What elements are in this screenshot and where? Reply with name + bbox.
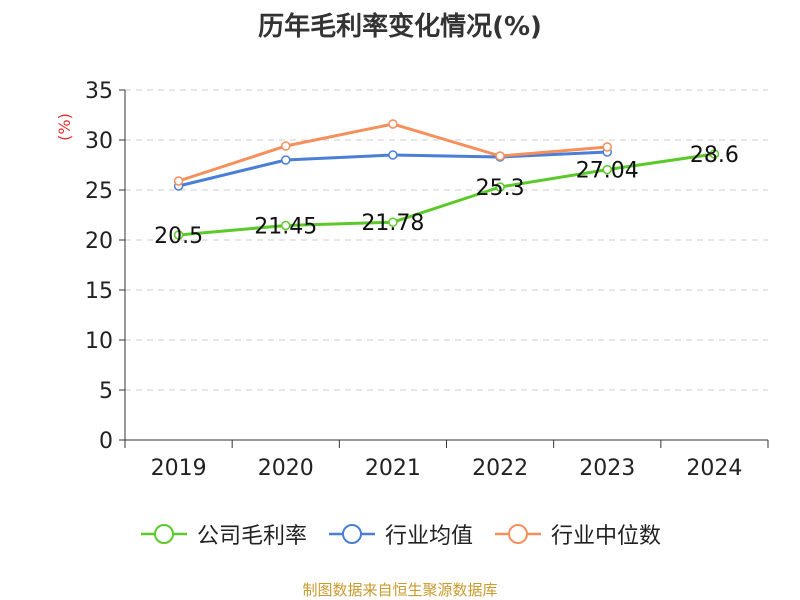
x-tick-label-2024: 2024 [686,456,742,481]
data-point-company-gross-margin-2021[interactable] [388,217,398,227]
data-label-2020: 21.45 [254,215,317,240]
legend-label: 行业中位数 [551,524,662,549]
data-point-company-gross-margin-2019[interactable] [173,230,184,240]
x-tick-label-2023: 2023 [579,456,635,481]
data-label-2022: 25.3 [476,176,525,201]
y-axis-label: (%) [55,113,74,141]
y-tick-label-30: 30 [85,129,113,154]
y-tick-label-5: 5 [99,379,113,404]
data-label-2019: 20.5 [154,224,203,249]
source-note: 制图数据来自恒生聚源数据库 [302,581,498,599]
data-point-industry-average-2021[interactable] [388,150,398,160]
data-point-company-gross-margin-2023[interactable] [602,164,612,175]
data-point-company-gross-margin-2020[interactable] [281,220,291,231]
x-tick-label-2022: 2022 [472,456,528,481]
data-label-2021: 21.78 [361,211,424,236]
data-point-industry-median-2020[interactable] [281,141,291,151]
legend-item-industry-median[interactable]: 行业中位数 [493,518,661,550]
data-point-industry-median-2023[interactable] [602,142,612,152]
x-tick-label-2021: 2021 [365,456,421,481]
chart-title: 历年毛利率变化情况(%) [258,12,542,42]
legend-marker-icon [495,524,541,544]
data-point-company-gross-margin-2022[interactable] [495,182,505,192]
data-label-2023: 27.04 [576,159,639,184]
legend-item-company-gross-margin[interactable]: 公司毛利率 [139,518,307,550]
y-tick-label-25: 25 [85,179,113,204]
legend-label: 行业均值 [384,524,473,549]
data-point-industry-median-2022[interactable] [495,151,505,161]
legend-marker-icon [328,524,375,544]
x-tick-label-2019: 2019 [151,456,207,481]
legend-label: 公司毛利率 [196,524,307,549]
data-label-2024: 28.6 [690,143,739,168]
legend-item-industry-average[interactable]: 行业均值 [327,518,473,550]
series-line-company-gross-margin [178,152,715,237]
y-tick-label-10: 10 [85,329,113,354]
data-point-company-gross-margin-2024[interactable] [709,149,720,159]
data-point-industry-average-2020[interactable] [281,155,291,165]
legend: 公司毛利率 行业均值 行业中位数 [0,518,800,550]
x-tick-label-2020: 2020 [258,456,314,481]
y-tick-label-0: 0 [99,429,113,454]
y-tick-label-20: 20 [85,229,113,254]
legend-marker-icon [140,524,187,544]
y-tick-label-35: 35 [85,79,113,104]
data-point-industry-median-2021[interactable] [388,119,398,129]
data-point-industry-median-2019[interactable] [173,176,184,186]
y-tick-label-15: 15 [85,279,113,304]
